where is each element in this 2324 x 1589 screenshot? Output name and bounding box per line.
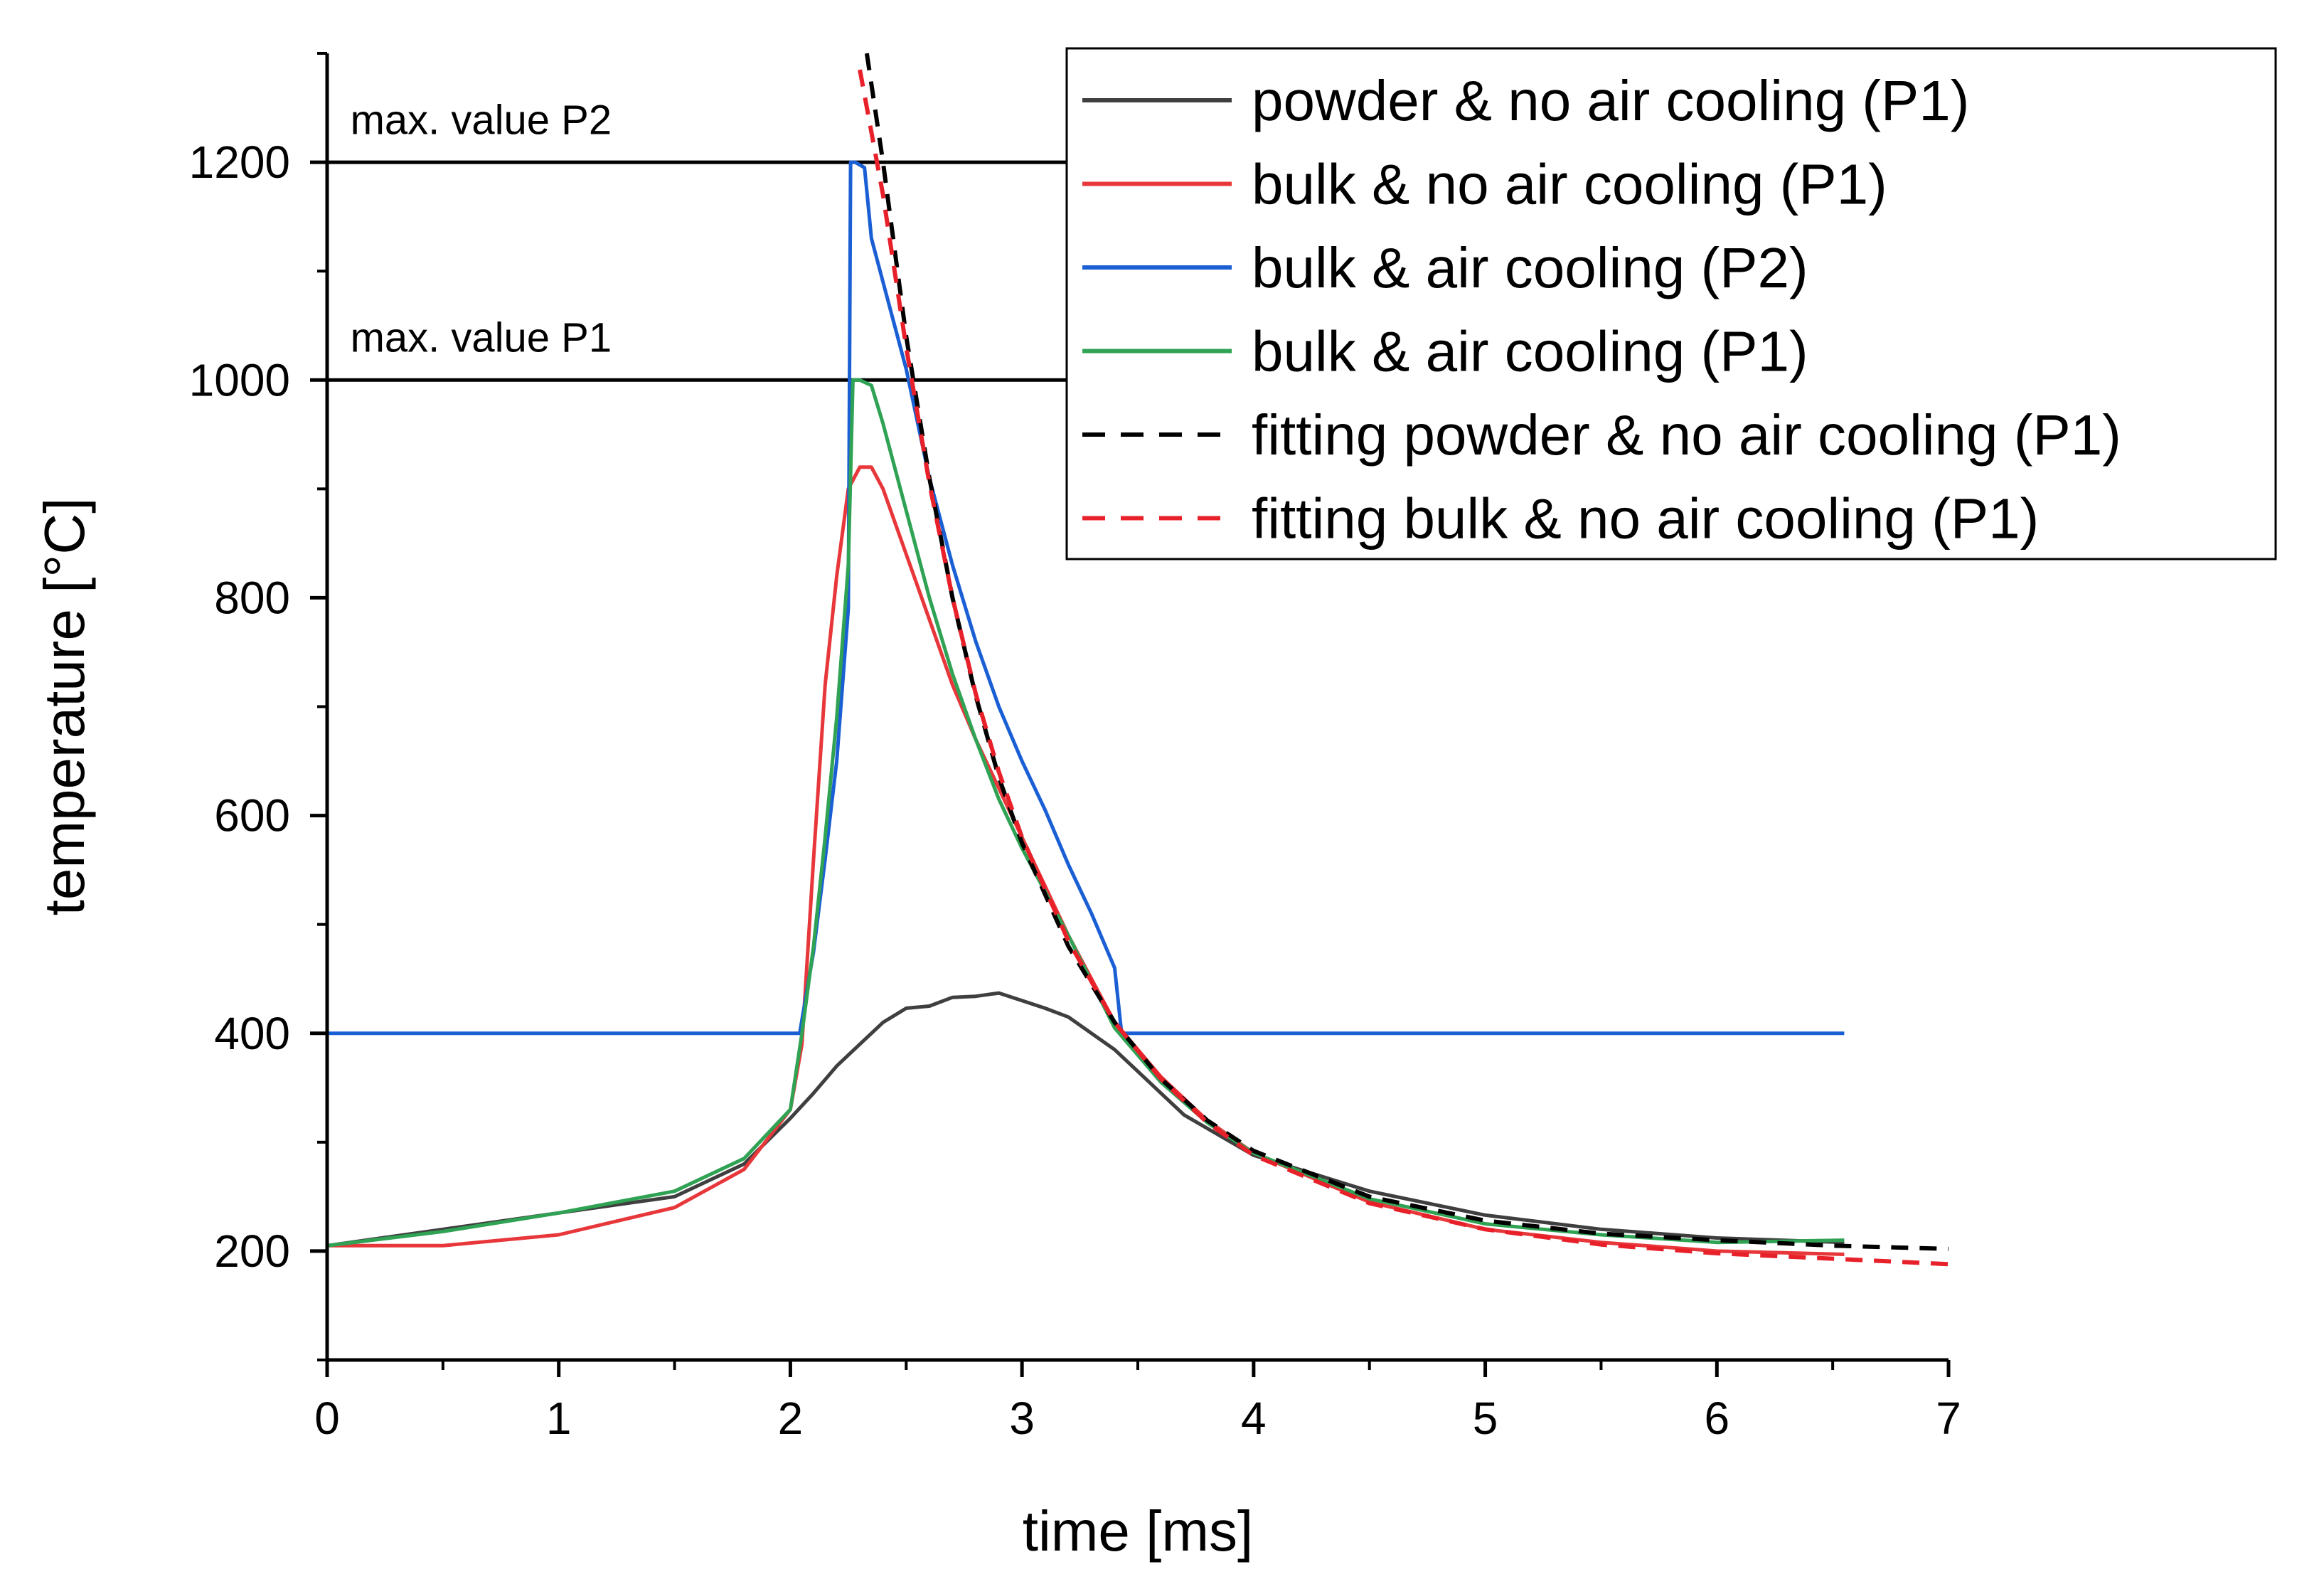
y-axis-title: temperature [°C] bbox=[33, 498, 96, 916]
x-tick-label: 0 bbox=[314, 1393, 340, 1444]
legend-label-2: bulk & no air cooling (P1) bbox=[1252, 153, 1887, 216]
x-tick-label: 1 bbox=[546, 1393, 572, 1444]
legend-label-5: fitting powder & no air cooling (P1) bbox=[1252, 403, 2121, 467]
legend-label-3: bulk & air cooling (P2) bbox=[1252, 236, 1808, 299]
y-tick-label: 1000 bbox=[189, 354, 290, 405]
legend-label-4: bulk & air cooling (P1) bbox=[1252, 320, 1808, 383]
legend-label-1: powder & no air cooling (P1) bbox=[1252, 69, 1969, 132]
series-line-6 bbox=[858, 69, 1949, 1267]
y-tick-label: 1200 bbox=[189, 137, 290, 188]
x-tick-label: 2 bbox=[778, 1393, 804, 1444]
x-tick-label: 4 bbox=[1241, 1393, 1267, 1444]
x-tick-label: 3 bbox=[1009, 1393, 1035, 1444]
annotation-1: max. value P2 bbox=[351, 97, 612, 143]
y-tick-label: 800 bbox=[214, 572, 290, 623]
annotation-2: max. value P1 bbox=[351, 314, 612, 361]
annotations: max. value P2 max. value P1 bbox=[351, 97, 612, 361]
legend: powder & no air cooling (P1) bulk & no ai… bbox=[1065, 47, 2277, 560]
series-line-3 bbox=[327, 160, 1845, 1036]
series-line-1 bbox=[326, 991, 1845, 1248]
x-axis-title: time [ms] bbox=[1023, 1499, 1253, 1563]
series-line-2 bbox=[327, 465, 1845, 1256]
plot-area bbox=[326, 53, 1949, 1267]
legend-box bbox=[1065, 47, 2277, 560]
x-tick-label: 6 bbox=[1704, 1393, 1729, 1444]
y-tick-label: 600 bbox=[214, 790, 290, 841]
y-tick-label: 400 bbox=[214, 1008, 290, 1059]
x-tick-label: 5 bbox=[1473, 1393, 1498, 1444]
x-tick-label: 7 bbox=[1936, 1393, 1961, 1444]
y-tick-label: 200 bbox=[214, 1226, 290, 1277]
legend-label-6: fitting bulk & no air cooling (P1) bbox=[1252, 487, 2039, 551]
axes: 0 1 2 3 4 5 6 7 200 400 600 800 1000 1200 bbox=[189, 52, 1961, 1444]
